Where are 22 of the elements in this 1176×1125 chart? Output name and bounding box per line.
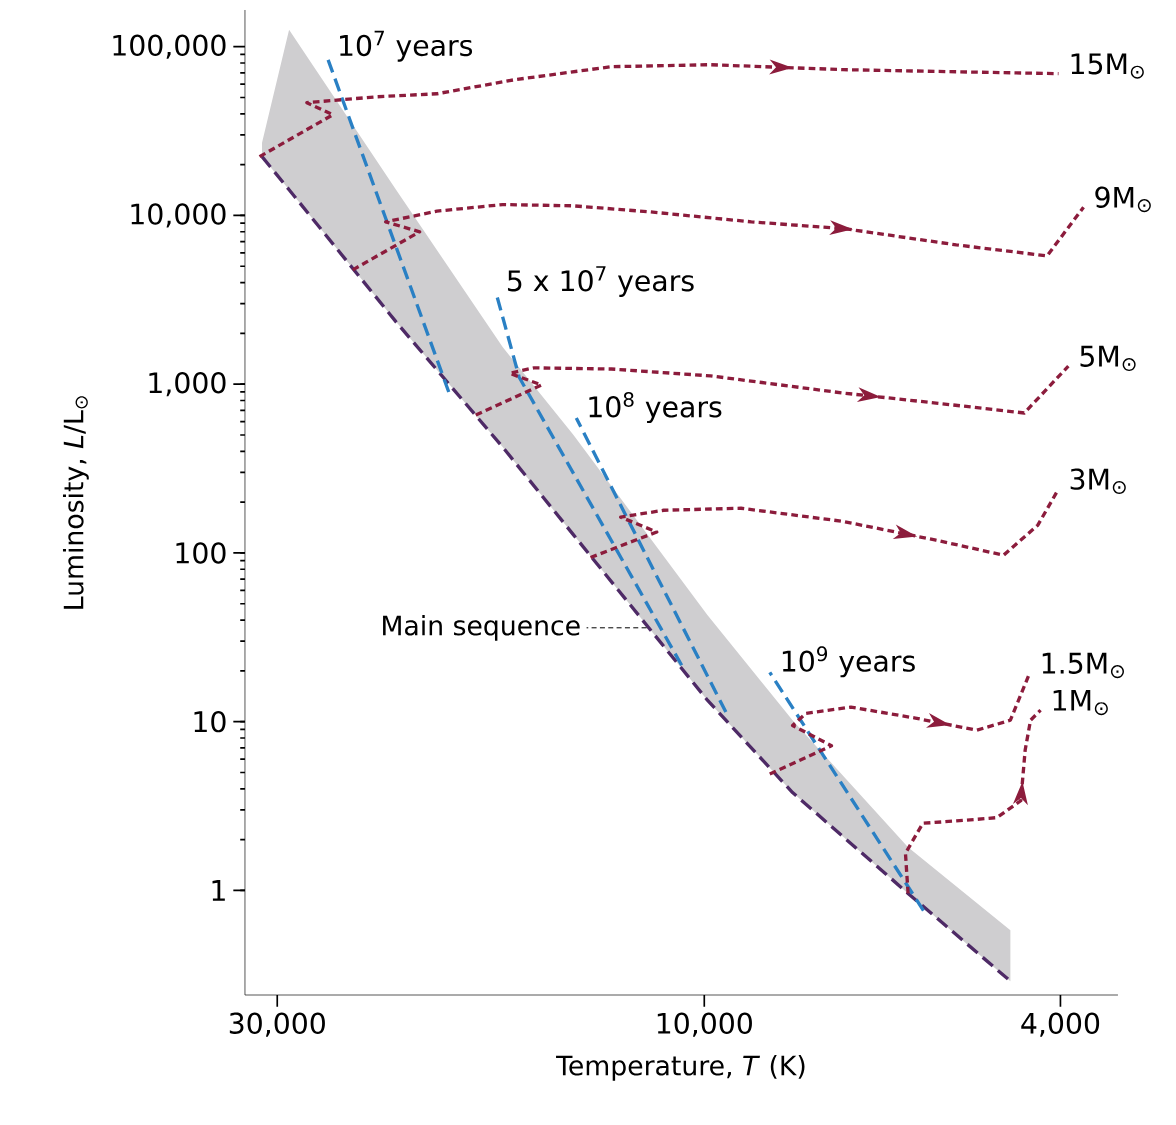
series-label: 9M$_{⊙}$ [1095, 186, 1151, 213]
annotation: Main sequence [383, 614, 580, 641]
y-tick-label: 100,000 [113, 34, 226, 59]
x-tick-label: 4,000 [1021, 1012, 1100, 1037]
y-tick-label: 100 [176, 542, 226, 564]
series-label: 1M$_{⊙}$ [1053, 689, 1108, 716]
y-tick-label: 1,000 [149, 372, 226, 397]
y-tick-label: 10 [194, 710, 226, 733]
series-label: 10$^{9}$ years [782, 646, 915, 678]
series-label: 5M$_{⊙}$ [1080, 345, 1136, 372]
y-tick-label: 10,000 [131, 203, 226, 228]
series-label: 5 x 10$^{7}$ years [507, 266, 694, 297]
y-tick-label: 1 [212, 880, 225, 901]
series-label: 10$^{7}$ years [340, 30, 473, 62]
series-label: 3M$_{⊙}$ [1070, 468, 1126, 495]
x-tick-label: 10,000 [657, 1012, 752, 1037]
series-label: 10$^{8}$ years [589, 391, 722, 424]
series-label: 15M$_{⊙}$ [1071, 53, 1144, 79]
x-axis-title: Temperature, T (K) [556, 1054, 805, 1081]
x-tick-label: 30,000 [229, 1012, 325, 1037]
series-label: 1.5M$_{⊙}$ [1042, 652, 1124, 679]
y-axis-title: Luminosity, L/L$_{⊙}$ [62, 396, 89, 609]
